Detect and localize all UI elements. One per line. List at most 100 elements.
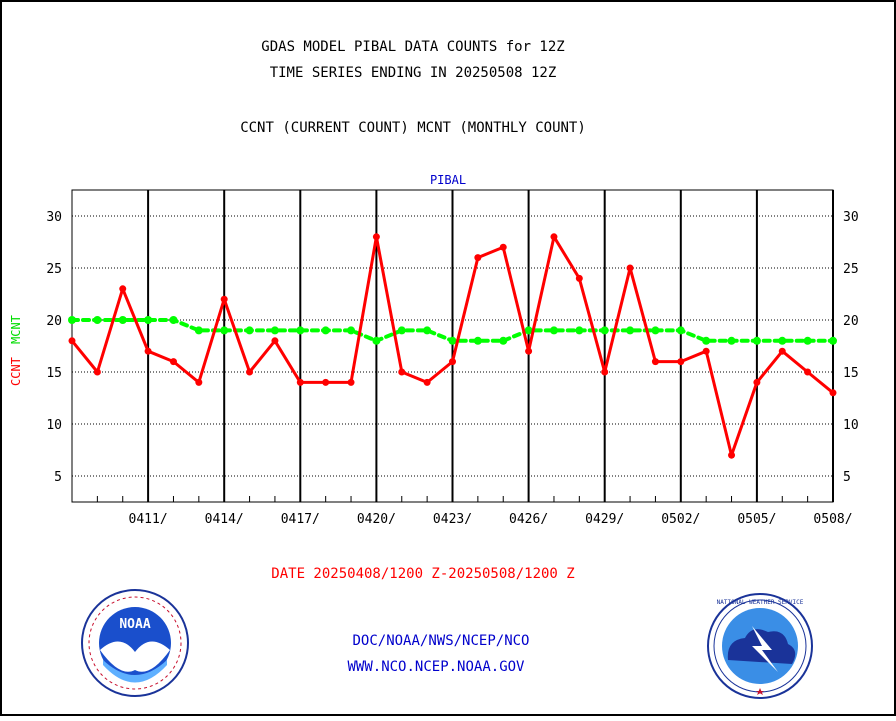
data-point-mcnt	[829, 336, 837, 345]
date-range-label: DATE 20250408/1200 Z-20250508/1200 Z	[271, 566, 574, 582]
data-point-ccnt	[68, 337, 76, 345]
data-point-mcnt	[727, 336, 736, 345]
data-point-ccnt	[804, 368, 812, 376]
data-point-ccnt	[778, 347, 786, 355]
data-point-ccnt	[550, 233, 558, 241]
org-text: DOC/NOAA/NWS/NCEP/NCO	[352, 633, 529, 649]
noaa-logo-text: NOAA	[119, 617, 150, 632]
data-point-ccnt	[423, 378, 431, 386]
data-point-ccnt	[829, 389, 837, 397]
chart-title-line1: GDAS MODEL PIBAL DATA COUNTS for 12Z	[261, 39, 564, 55]
data-point-ccnt	[753, 378, 761, 386]
chart-title-line2: TIME SERIES ENDING IN 20250508 12Z	[270, 65, 557, 81]
data-point-mcnt	[270, 326, 279, 335]
noaa-logo: NOAA	[81, 589, 189, 697]
data-point-ccnt	[525, 347, 533, 355]
y-tick-label-left: 30	[46, 210, 62, 225]
data-point-ccnt	[601, 368, 609, 376]
data-point-ccnt	[499, 243, 507, 251]
y-tick-label-right: 15	[843, 366, 859, 381]
data-point-mcnt	[575, 326, 584, 335]
data-point-mcnt	[778, 336, 787, 345]
data-point-ccnt	[677, 358, 685, 366]
x-tick-label: 0414/	[205, 512, 244, 527]
data-point-mcnt	[93, 316, 102, 324]
data-point-ccnt	[93, 368, 101, 376]
data-point-ccnt	[144, 347, 152, 355]
data-point-mcnt	[118, 316, 127, 324]
x-tick-label: 0417/	[281, 512, 320, 527]
chart-subtitle: CCNT (CURRENT COUNT) MCNT (MONTHLY COUNT…	[240, 120, 586, 136]
data-point-ccnt	[246, 368, 254, 376]
data-point-ccnt	[220, 295, 228, 303]
data-point-mcnt	[626, 326, 635, 335]
data-point-mcnt	[549, 326, 558, 335]
data-point-ccnt	[702, 347, 710, 355]
y-tick-label-left: 10	[46, 418, 62, 433]
data-point-mcnt	[600, 326, 609, 335]
x-tick-label: 0411/	[129, 512, 168, 527]
data-point-mcnt	[194, 326, 203, 335]
x-tick-label: 0429/	[585, 512, 624, 527]
data-point-mcnt	[372, 336, 381, 345]
nws-logo: NATIONAL WEATHER SERVICE	[707, 593, 813, 699]
data-point-mcnt	[803, 336, 812, 345]
data-point-ccnt	[474, 254, 482, 262]
data-point-mcnt	[676, 326, 685, 335]
x-tick-label: 0502/	[661, 512, 700, 527]
nws-logo-text: NATIONAL WEATHER SERVICE	[717, 599, 804, 606]
x-tick-label: 0420/	[357, 512, 396, 527]
data-point-mcnt	[448, 336, 457, 345]
grid-layer	[72, 190, 834, 502]
y-tick-label-right: 25	[843, 262, 859, 277]
data-point-ccnt	[271, 337, 279, 345]
data-point-ccnt	[347, 378, 355, 386]
data-point-ccnt	[575, 274, 583, 282]
axes-layer: 5 5 10 10 15 15 20 20 25 25 30 30 0411/0414/0417/042…	[46, 189, 859, 527]
data-point-ccnt	[296, 378, 304, 386]
y-tick-label-right: 20	[843, 314, 859, 329]
data-point-ccnt	[449, 358, 456, 366]
data-point-mcnt	[702, 336, 711, 345]
data-point-mcnt	[245, 326, 254, 335]
data-point-mcnt	[169, 316, 178, 324]
series-layer	[68, 233, 837, 459]
data-point-mcnt	[397, 326, 406, 335]
url-text: WWW.NCO.NCEP.NOAA.GOV	[347, 659, 525, 675]
data-point-ccnt	[195, 378, 203, 386]
y-label-mcnt: MCNT	[9, 315, 23, 344]
x-tick-label: 0508/	[813, 512, 852, 527]
x-tick-label: 0426/	[509, 512, 548, 527]
data-point-ccnt	[372, 233, 380, 241]
data-point-ccnt	[651, 358, 659, 366]
data-point-mcnt	[499, 336, 508, 345]
data-point-ccnt	[626, 264, 634, 272]
data-point-mcnt	[220, 326, 229, 335]
data-point-mcnt	[68, 316, 76, 324]
data-point-mcnt	[347, 326, 356, 335]
data-point-mcnt	[524, 326, 533, 335]
plot-frame	[71, 189, 834, 503]
y-tick-label-left: 15	[46, 366, 62, 381]
panel-title: PIBAL	[430, 173, 466, 187]
y-tick-label-right: 30	[843, 210, 859, 225]
y-label-ccnt: CCNT	[9, 357, 23, 386]
data-point-mcnt	[296, 326, 305, 335]
y-tick-label-left: 20	[46, 314, 62, 329]
data-point-mcnt	[321, 326, 330, 335]
data-point-mcnt	[651, 326, 660, 335]
data-point-ccnt	[398, 368, 406, 376]
data-point-ccnt	[322, 378, 330, 386]
data-point-mcnt	[752, 336, 761, 345]
data-point-mcnt	[144, 316, 153, 324]
data-point-mcnt	[473, 336, 482, 345]
y-tick-label-left: 5	[54, 470, 62, 485]
y-tick-label-right: 10	[843, 418, 859, 433]
data-point-ccnt	[169, 358, 177, 366]
y-tick-label-left: 25	[46, 262, 62, 277]
data-point-ccnt	[119, 285, 127, 293]
x-tick-label: 0423/	[433, 512, 472, 527]
x-tick-label: 0505/	[737, 512, 776, 527]
